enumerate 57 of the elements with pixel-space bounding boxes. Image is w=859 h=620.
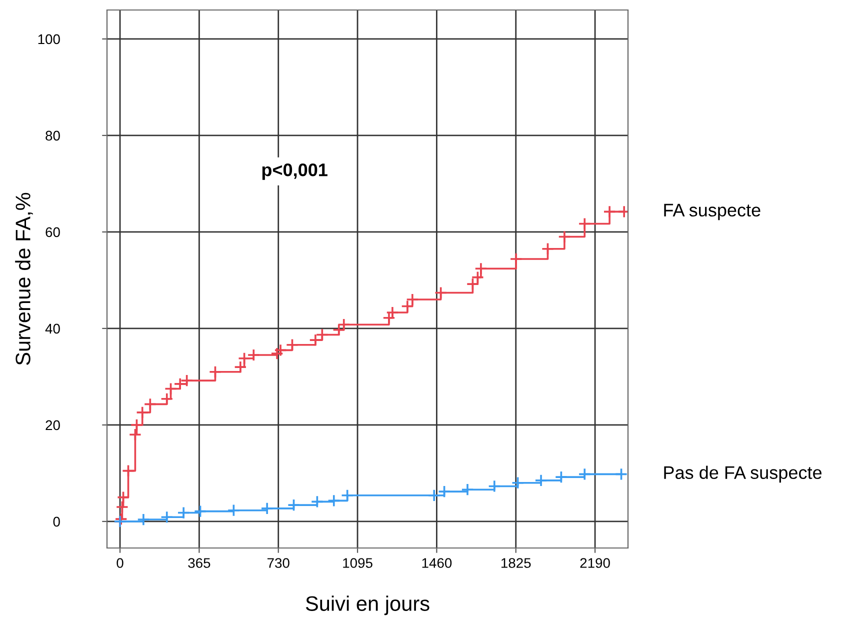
point [260,502,274,515]
point [578,468,592,481]
point [164,382,178,396]
point [578,217,592,230]
y-tick-label: 40 [45,324,60,334]
point [554,470,568,484]
point [511,476,524,490]
y-tick-label: 0 [53,516,60,527]
point [130,418,144,432]
point [122,464,135,478]
y-tick-label: 100 [38,34,60,44]
point [474,262,488,276]
point [327,494,340,508]
point [208,365,222,378]
point [428,488,441,502]
point [274,344,287,357]
point [160,510,174,524]
x-axis-title: Suivi en jours [306,596,430,616]
point [541,242,554,256]
x-tick-label: 0 [116,558,124,568]
point [510,252,523,266]
y-tick-label: 60 [46,227,60,238]
x-tick-label: 1825 [501,558,531,568]
annotation: p<0,001 [262,163,328,180]
point [434,286,448,300]
point [136,513,150,526]
y-tick-label: 80 [46,130,60,141]
point [286,338,299,352]
x-tick-label: 2190 [580,558,610,568]
point [558,230,571,244]
point [287,498,300,512]
point [247,348,260,362]
point [128,428,142,442]
x-tick-label: 730 [267,558,290,568]
point [177,506,190,520]
text: Pas de FA suspecte [664,466,822,483]
point [488,480,501,493]
x-tick-label: 365 [188,558,210,568]
point [340,488,354,502]
point [603,205,616,218]
point [270,347,284,360]
point [227,504,240,517]
point [310,495,324,508]
y-axis-title: Survenue de FA,% [15,192,33,365]
series-label: FA suspecte [664,204,760,220]
x-tick-label: 1460 [422,558,452,568]
point [438,485,451,498]
point [114,512,128,526]
point [116,490,130,504]
x-tick-label: 1095 [343,558,372,568]
point [461,483,474,496]
point [160,392,174,406]
point [534,474,548,487]
point [116,500,129,514]
point [614,468,628,481]
y-tick-label: 20 [46,420,60,430]
point [194,504,207,518]
